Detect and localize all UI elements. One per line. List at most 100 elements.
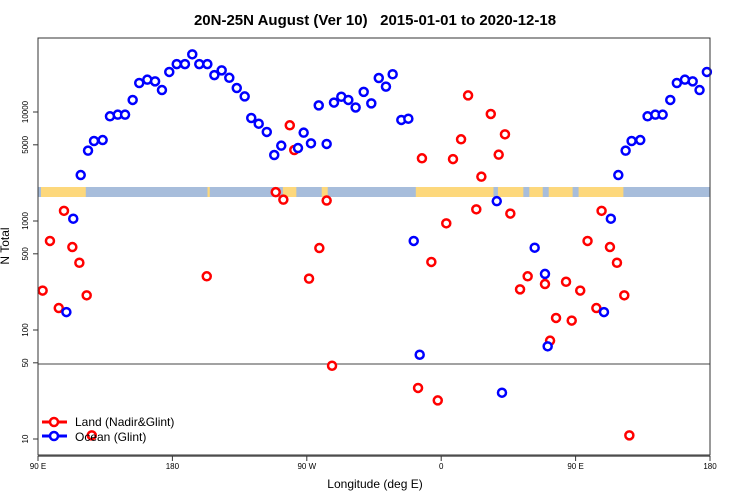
- ocean-point: [403, 113, 414, 124]
- land-point: [493, 149, 504, 160]
- land-point: [326, 360, 338, 371]
- ocean-point: [97, 134, 108, 146]
- x-tick-label: 0: [439, 462, 444, 471]
- ocean-point: [408, 235, 419, 247]
- land-point: [81, 290, 92, 301]
- land-point: [53, 302, 65, 314]
- ocean-point: [366, 98, 377, 109]
- y-tick-label: 10000: [21, 100, 30, 123]
- ocean-point: [620, 145, 631, 156]
- ocean-point: [202, 58, 213, 70]
- ocean-point: [598, 306, 610, 318]
- map-land: [40, 187, 86, 197]
- land-point: [550, 312, 562, 324]
- map-land: [207, 187, 210, 197]
- land-point: [67, 241, 78, 253]
- y-tick-label: 500: [21, 247, 30, 261]
- land-point: [86, 430, 98, 441]
- ocean-point: [149, 76, 161, 87]
- ocean-point: [61, 306, 72, 318]
- ocean-point: [239, 91, 250, 102]
- ocean-point: [216, 65, 227, 76]
- y-tick-label: 100: [21, 323, 30, 337]
- land-point: [619, 290, 630, 301]
- land-point: [447, 153, 459, 165]
- ocean-point: [179, 58, 191, 70]
- land-point: [58, 205, 70, 217]
- ocean-point: [414, 349, 425, 360]
- ocean-point: [387, 68, 398, 80]
- land-point: [303, 273, 315, 284]
- ocean-point: [605, 213, 617, 224]
- ocean-point: [127, 94, 138, 106]
- land-point: [591, 302, 602, 314]
- ocean-point: [701, 66, 713, 78]
- ocean-point: [529, 242, 540, 253]
- land-point: [432, 395, 444, 406]
- land-point: [270, 186, 281, 198]
- ocean-point: [491, 195, 503, 207]
- ocean-point: [209, 69, 220, 81]
- land-point: [624, 430, 635, 441]
- ocean-point: [245, 112, 257, 124]
- legend-label-ocean: Ocean (Glint): [75, 430, 146, 444]
- land-point: [574, 285, 586, 296]
- ocean-point: [305, 138, 317, 149]
- ocean-point: [380, 81, 392, 92]
- land-point: [44, 235, 56, 247]
- ocean-point: [328, 97, 340, 108]
- ocean-point: [313, 100, 324, 111]
- ocean-point: [373, 72, 385, 84]
- ocean-point: [542, 341, 553, 352]
- land-point: [314, 242, 325, 254]
- map-land: [415, 187, 494, 197]
- x-axis-label: Longitude (deg E): [327, 477, 422, 491]
- ocean-point: [292, 142, 304, 154]
- ocean-point: [67, 213, 79, 224]
- ocean-point: [133, 77, 145, 89]
- map-land: [321, 187, 328, 197]
- ocean-point: [671, 77, 683, 89]
- ocean-point: [82, 145, 94, 156]
- chart-title: 20N-25N August (Ver 10) 2015-01-01 to 20…: [194, 12, 556, 29]
- ocean-point: [694, 84, 705, 96]
- ocean-point: [613, 169, 624, 181]
- land-point: [441, 218, 452, 229]
- x-tick-label: 90 E: [30, 462, 46, 471]
- ocean-point: [268, 149, 280, 161]
- world-map-strip: [38, 187, 710, 197]
- land-point: [566, 315, 577, 326]
- land-point: [505, 208, 516, 219]
- land-point: [321, 195, 332, 206]
- land-point: [604, 241, 616, 253]
- ocean-point: [635, 134, 646, 146]
- ocean-point: [187, 49, 198, 60]
- land-point: [201, 271, 212, 282]
- land-point: [37, 285, 48, 296]
- x-tick-label: 90 W: [297, 462, 316, 471]
- land-point: [471, 204, 482, 215]
- y-axis: 10 50 100 500 1000 5000 10000: [21, 38, 39, 455]
- land-point: [514, 284, 526, 295]
- map-land: [529, 187, 543, 197]
- data-points: [37, 49, 713, 441]
- ocean-point: [75, 169, 86, 181]
- legend-label-land: Land (Nadir&Glint): [75, 415, 174, 429]
- land-point: [278, 194, 289, 205]
- ocean-point: [496, 387, 508, 398]
- ocean-point: [171, 58, 182, 70]
- land-point: [476, 171, 487, 182]
- land-point: [412, 382, 424, 394]
- map-land: [578, 187, 624, 197]
- y-axis-label: N Total: [0, 227, 12, 264]
- land-point: [582, 235, 593, 247]
- x-tick-label: 90 E: [567, 462, 583, 471]
- land-point: [539, 278, 551, 290]
- legend-marker-ocean: [48, 430, 60, 442]
- land-point: [522, 271, 533, 282]
- legend-marker-land: [48, 416, 60, 428]
- ocean-point: [253, 118, 264, 129]
- x-tick-label: 180: [166, 462, 180, 471]
- land-point: [485, 108, 497, 120]
